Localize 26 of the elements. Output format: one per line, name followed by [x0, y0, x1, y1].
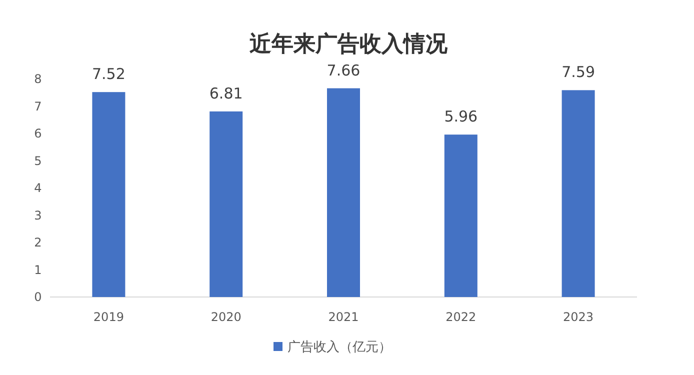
data-label: 6.81 — [209, 84, 243, 102]
chart-title: 近年来广告收入情况 — [248, 31, 448, 57]
bar — [327, 88, 360, 297]
legend: 广告收入（亿元） — [274, 340, 392, 355]
bar — [444, 134, 478, 297]
y-tick-label: 4 — [34, 181, 42, 195]
x-tick-label: 2023 — [563, 310, 594, 324]
y-tick-label: 6 — [34, 126, 42, 140]
data-label: 7.52 — [92, 65, 126, 84]
bar — [562, 90, 595, 297]
x-tick-label: 2020 — [210, 310, 242, 324]
y-tick-label: 8 — [34, 72, 42, 86]
data-label: 7.59 — [562, 63, 596, 82]
x-tick-label: 2021 — [328, 310, 359, 324]
y-tick-label: 3 — [34, 208, 42, 222]
x-tick-label: 2022 — [446, 310, 476, 324]
y-tick-label: 5 — [34, 154, 42, 168]
data-label: 7.66 — [326, 61, 360, 80]
x-tick-label: 2019 — [93, 310, 124, 324]
y-tick-label: 2 — [34, 236, 42, 250]
y-tick-label: 1 — [34, 262, 42, 277]
bar — [210, 111, 243, 297]
y-tick-label: 7 — [34, 99, 42, 114]
y-tick-label: 0 — [34, 290, 42, 304]
data-label: 5.96 — [444, 108, 478, 126]
bar — [92, 92, 126, 297]
